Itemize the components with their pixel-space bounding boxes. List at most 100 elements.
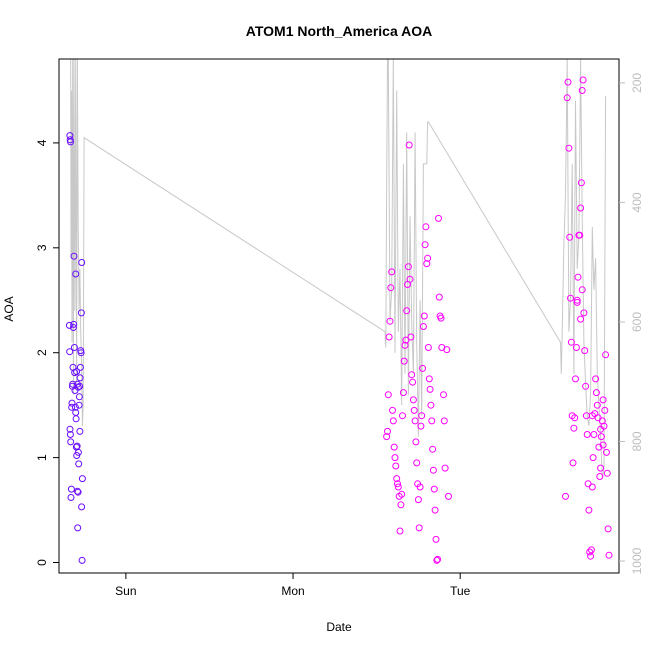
data-point bbox=[428, 402, 434, 408]
y-tick-label: 0 bbox=[35, 559, 49, 566]
x-axis-label: Date bbox=[326, 620, 352, 634]
data-point bbox=[605, 526, 611, 532]
data-point bbox=[602, 407, 608, 413]
data-point bbox=[604, 470, 610, 476]
data-point bbox=[397, 528, 403, 534]
data-point bbox=[400, 413, 406, 419]
x-axis: Sun Mon Tue bbox=[115, 573, 470, 598]
data-point bbox=[432, 507, 438, 513]
data-point bbox=[565, 79, 571, 85]
y-axis-right: 200 400 600 800 1000 bbox=[619, 73, 644, 575]
data-point bbox=[442, 465, 448, 471]
data-point bbox=[436, 215, 442, 221]
data-point bbox=[79, 504, 85, 510]
y2-tick-label: 200 bbox=[630, 73, 644, 93]
data-point bbox=[433, 536, 439, 542]
data-point bbox=[600, 397, 606, 403]
data-point bbox=[385, 392, 391, 398]
data-point bbox=[415, 497, 421, 503]
data-point bbox=[585, 481, 591, 487]
line-series bbox=[71, 59, 606, 479]
y-tick-label: 4 bbox=[35, 139, 49, 146]
data-point bbox=[589, 484, 595, 490]
data-point bbox=[446, 493, 452, 499]
data-point bbox=[390, 407, 396, 413]
data-point bbox=[598, 465, 604, 471]
chart-title: ATOM1 North_America AOA bbox=[246, 23, 432, 39]
data-point bbox=[392, 455, 398, 461]
data-point bbox=[77, 428, 83, 434]
data-point bbox=[566, 145, 572, 151]
data-point bbox=[390, 418, 396, 424]
data-point bbox=[79, 476, 85, 482]
plot-frame bbox=[59, 59, 619, 573]
data-point bbox=[567, 234, 573, 240]
data-point bbox=[606, 552, 612, 558]
data-point bbox=[603, 352, 609, 358]
data-point bbox=[583, 413, 589, 419]
data-point bbox=[441, 392, 447, 398]
y-tick-label: 2 bbox=[35, 349, 49, 356]
y2-tick-label: 400 bbox=[630, 192, 644, 212]
data-point bbox=[68, 495, 74, 501]
data-point bbox=[425, 345, 431, 351]
data-point bbox=[595, 415, 601, 421]
data-point bbox=[575, 274, 581, 280]
data-point bbox=[73, 416, 79, 422]
data-point bbox=[579, 287, 585, 293]
y-axis-label: AOA bbox=[2, 296, 16, 321]
data-point bbox=[410, 397, 416, 403]
data-point bbox=[588, 553, 594, 559]
data-point bbox=[578, 316, 584, 322]
data-point bbox=[426, 376, 432, 382]
data-point bbox=[386, 334, 392, 340]
data-point bbox=[430, 467, 436, 473]
data-point bbox=[573, 376, 579, 382]
data-point bbox=[571, 425, 577, 431]
data-point bbox=[388, 285, 394, 291]
data-point bbox=[441, 418, 447, 424]
y-axis-left: 0 1 2 3 4 bbox=[35, 139, 59, 566]
data-point bbox=[438, 315, 444, 321]
data-point bbox=[68, 486, 74, 492]
data-point bbox=[409, 372, 415, 378]
data-point bbox=[411, 407, 417, 413]
series-line bbox=[71, 59, 606, 479]
data-point bbox=[76, 394, 82, 400]
y2-tick-label: 1000 bbox=[630, 547, 644, 574]
y2-tick-label: 600 bbox=[630, 312, 644, 332]
data-point bbox=[420, 324, 426, 330]
data-point bbox=[570, 460, 576, 466]
y-tick-label: 1 bbox=[35, 454, 49, 461]
data-point bbox=[416, 525, 422, 531]
x-tick-label: Mon bbox=[281, 584, 304, 598]
data-point bbox=[584, 432, 590, 438]
data-point bbox=[420, 365, 426, 371]
data-point bbox=[591, 432, 597, 438]
data-point bbox=[427, 386, 433, 392]
data-point bbox=[393, 463, 399, 469]
y2-tick-label: 800 bbox=[630, 431, 644, 451]
data-point bbox=[75, 525, 81, 531]
data-point bbox=[563, 493, 569, 499]
points-series bbox=[66, 77, 612, 563]
data-point bbox=[578, 205, 584, 211]
data-point bbox=[444, 347, 450, 353]
data-point bbox=[410, 379, 416, 385]
data-point bbox=[431, 486, 437, 492]
x-tick-label: Sun bbox=[115, 584, 136, 598]
data-point bbox=[68, 439, 74, 445]
data-point bbox=[430, 446, 436, 452]
data-point bbox=[413, 439, 419, 445]
data-point bbox=[598, 434, 604, 440]
data-point bbox=[436, 294, 442, 300]
data-point bbox=[79, 557, 85, 563]
data-point bbox=[391, 444, 397, 450]
data-point bbox=[590, 455, 596, 461]
y-tick-label: 3 bbox=[35, 244, 49, 251]
data-point bbox=[414, 460, 420, 466]
data-point bbox=[69, 400, 75, 406]
data-point bbox=[412, 418, 418, 424]
data-point bbox=[429, 418, 435, 424]
